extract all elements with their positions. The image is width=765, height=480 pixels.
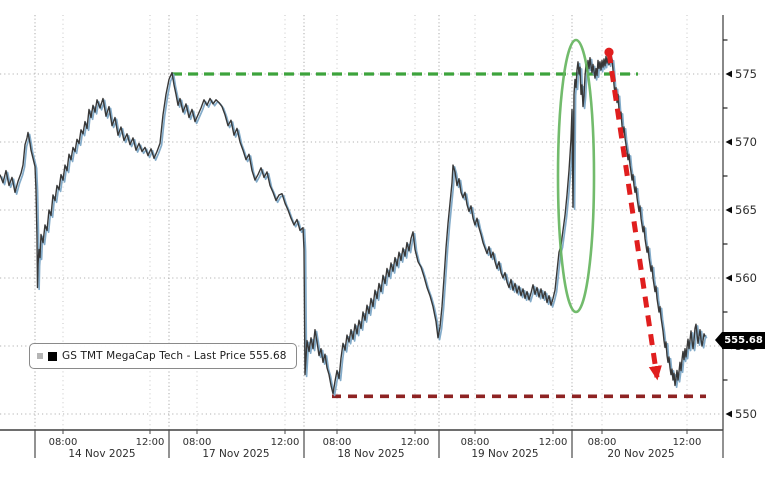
time-tick-label: 12:00	[539, 437, 568, 448]
time-tick-label: 08:00	[183, 437, 212, 448]
time-tick-label: 12:00	[136, 437, 165, 448]
y-tick-label: 565	[735, 203, 757, 217]
annotation-lines	[172, 72, 706, 399]
price-line-shadow	[0, 55, 708, 397]
legend-secondary-marker-icon	[37, 353, 43, 359]
time-tick-label: 12:00	[271, 437, 300, 448]
legend-series-marker-icon	[48, 351, 57, 361]
y-tick-arrow-icon	[725, 410, 732, 418]
time-tick-label: 08:00	[49, 437, 78, 448]
time-tick-label: 08:00	[461, 437, 490, 448]
gridlines	[0, 15, 723, 430]
time-tick-label: 12:00	[401, 437, 430, 448]
highlight-ellipse	[556, 38, 596, 314]
y-tick-arrow-icon	[725, 274, 732, 282]
y-tick-label: 575	[735, 67, 757, 81]
session-date-label: 17 Nov 2025	[202, 448, 269, 460]
series-legend[interactable]: GS TMT MegaCap Tech - Last Price 555.68	[29, 343, 297, 369]
legend-label: GS TMT MegaCap Tech - Last Price 555.68	[62, 350, 287, 362]
price-line	[0, 54, 708, 397]
last-price-badge: 555.68	[715, 332, 765, 349]
session-date-label: 14 Nov 2025	[68, 448, 135, 460]
last-price-value: 555.68	[724, 335, 763, 346]
session-date-label: 19 Nov 2025	[471, 448, 538, 460]
y-tick-label: 570	[735, 135, 757, 149]
annotation-marks	[556, 38, 662, 381]
y-tick-arrow-icon	[725, 138, 732, 146]
time-tick-label: 12:00	[673, 437, 702, 448]
y-tick-arrow-icon	[725, 70, 732, 78]
price-line-main	[0, 54, 706, 395]
y-tick-label: 550	[735, 407, 757, 421]
session-date-label: 18 Nov 2025	[337, 448, 404, 460]
y-tick-arrow-icon	[725, 206, 732, 214]
time-tick-label: 08:00	[588, 437, 617, 448]
sell-off-arrow	[606, 51, 662, 381]
time-tick-label: 08:00	[323, 437, 352, 448]
y-tick-label: 560	[735, 271, 757, 285]
session-date-label: 20 Nov 2025	[607, 448, 674, 460]
